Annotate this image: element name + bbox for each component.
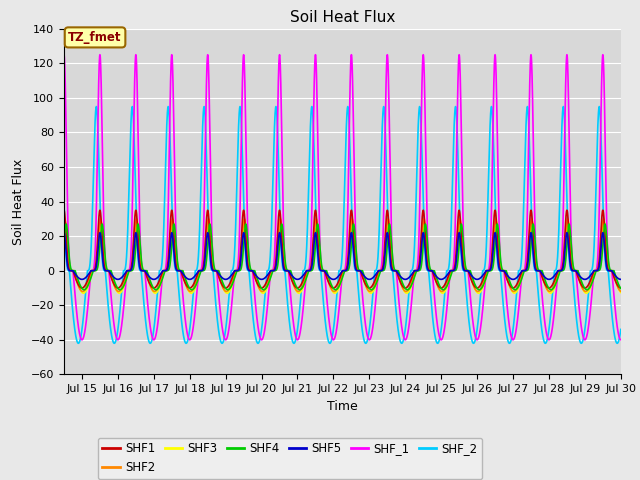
SHF_2 bbox=[88, 223, 96, 228]
Text: TZ_fmet: TZ_fmet bbox=[68, 31, 122, 44]
SHF4 bbox=[390, 263, 397, 269]
X-axis label: Time: Time bbox=[327, 400, 358, 413]
Line: SHF2: SHF2 bbox=[64, 219, 621, 291]
Legend: SHF1, SHF2, SHF3, SHF4, SHF5, SHF_1, SHF_2: SHF1, SHF2, SHF3, SHF4, SHF5, SHF_1, SHF… bbox=[98, 438, 482, 479]
SHF3 bbox=[473, 289, 481, 295]
SHF2 bbox=[503, 275, 511, 280]
SHF4 bbox=[88, 271, 96, 277]
SHF1 bbox=[502, 275, 510, 281]
SHF4 bbox=[98, 221, 106, 227]
SHF3 bbox=[262, 288, 269, 294]
SHF_2 bbox=[390, 278, 397, 284]
SHF4 bbox=[503, 269, 511, 275]
SHF_2 bbox=[398, 340, 406, 346]
SHF3 bbox=[259, 290, 267, 296]
SHF2 bbox=[414, 268, 422, 274]
SHF_2 bbox=[380, 104, 388, 109]
SHF1 bbox=[390, 268, 397, 274]
SHF5 bbox=[390, 268, 397, 274]
SHF1 bbox=[473, 285, 481, 291]
SHF_1 bbox=[390, 265, 397, 271]
SHF2 bbox=[438, 288, 445, 294]
SHF2 bbox=[456, 216, 464, 222]
SHF_2 bbox=[262, 285, 269, 291]
Line: SHF_1: SHF_1 bbox=[64, 55, 621, 340]
SHF5 bbox=[414, 268, 422, 274]
SHF5 bbox=[502, 271, 510, 277]
Line: SHF1: SHF1 bbox=[64, 210, 621, 288]
SHF_1 bbox=[262, 321, 269, 326]
SHF1 bbox=[414, 267, 422, 273]
SHF4 bbox=[262, 286, 269, 291]
SHF_1 bbox=[414, 260, 422, 266]
SHF4 bbox=[473, 285, 481, 291]
Title: Soil Heat Flux: Soil Heat Flux bbox=[290, 10, 395, 25]
SHF3 bbox=[617, 289, 625, 295]
SHF4 bbox=[80, 287, 88, 293]
SHF5 bbox=[617, 276, 625, 282]
SHF2 bbox=[473, 288, 481, 294]
Y-axis label: Soil Heat Flux: Soil Heat Flux bbox=[12, 158, 25, 245]
SHF_1 bbox=[617, 337, 625, 343]
SHF4 bbox=[60, 242, 68, 248]
SHF_1 bbox=[473, 337, 481, 343]
SHF2 bbox=[390, 267, 397, 273]
SHF_1 bbox=[88, 268, 96, 274]
SHF1 bbox=[262, 281, 269, 287]
SHF3 bbox=[390, 266, 397, 272]
SHF3 bbox=[503, 272, 511, 278]
SHF2 bbox=[60, 219, 68, 225]
SHF1 bbox=[60, 207, 68, 213]
SHF_2 bbox=[617, 326, 625, 332]
SHF3 bbox=[277, 219, 285, 225]
SHF_2 bbox=[414, 132, 422, 138]
SHF3 bbox=[414, 268, 422, 274]
SHF2 bbox=[88, 268, 96, 274]
SHF_1 bbox=[502, 297, 510, 302]
SHF2 bbox=[262, 285, 269, 291]
Line: SHF3: SHF3 bbox=[64, 222, 621, 293]
SHF4 bbox=[414, 268, 422, 274]
SHF5 bbox=[60, 230, 68, 236]
SHF3 bbox=[88, 269, 96, 275]
SHF4 bbox=[617, 286, 625, 291]
SHF_2 bbox=[503, 332, 511, 337]
Line: SHF_2: SHF_2 bbox=[64, 107, 621, 343]
SHF_2 bbox=[60, 197, 68, 203]
SHF5 bbox=[473, 276, 481, 282]
SHF5 bbox=[262, 275, 269, 280]
Line: SHF5: SHF5 bbox=[64, 233, 621, 279]
SHF_2 bbox=[473, 328, 481, 334]
Line: SHF4: SHF4 bbox=[64, 224, 621, 290]
SHF3 bbox=[60, 230, 68, 236]
SHF1 bbox=[617, 285, 625, 291]
SHF2 bbox=[617, 288, 625, 294]
SHF_1 bbox=[60, 52, 68, 58]
SHF1 bbox=[88, 268, 96, 274]
SHF5 bbox=[88, 268, 96, 274]
